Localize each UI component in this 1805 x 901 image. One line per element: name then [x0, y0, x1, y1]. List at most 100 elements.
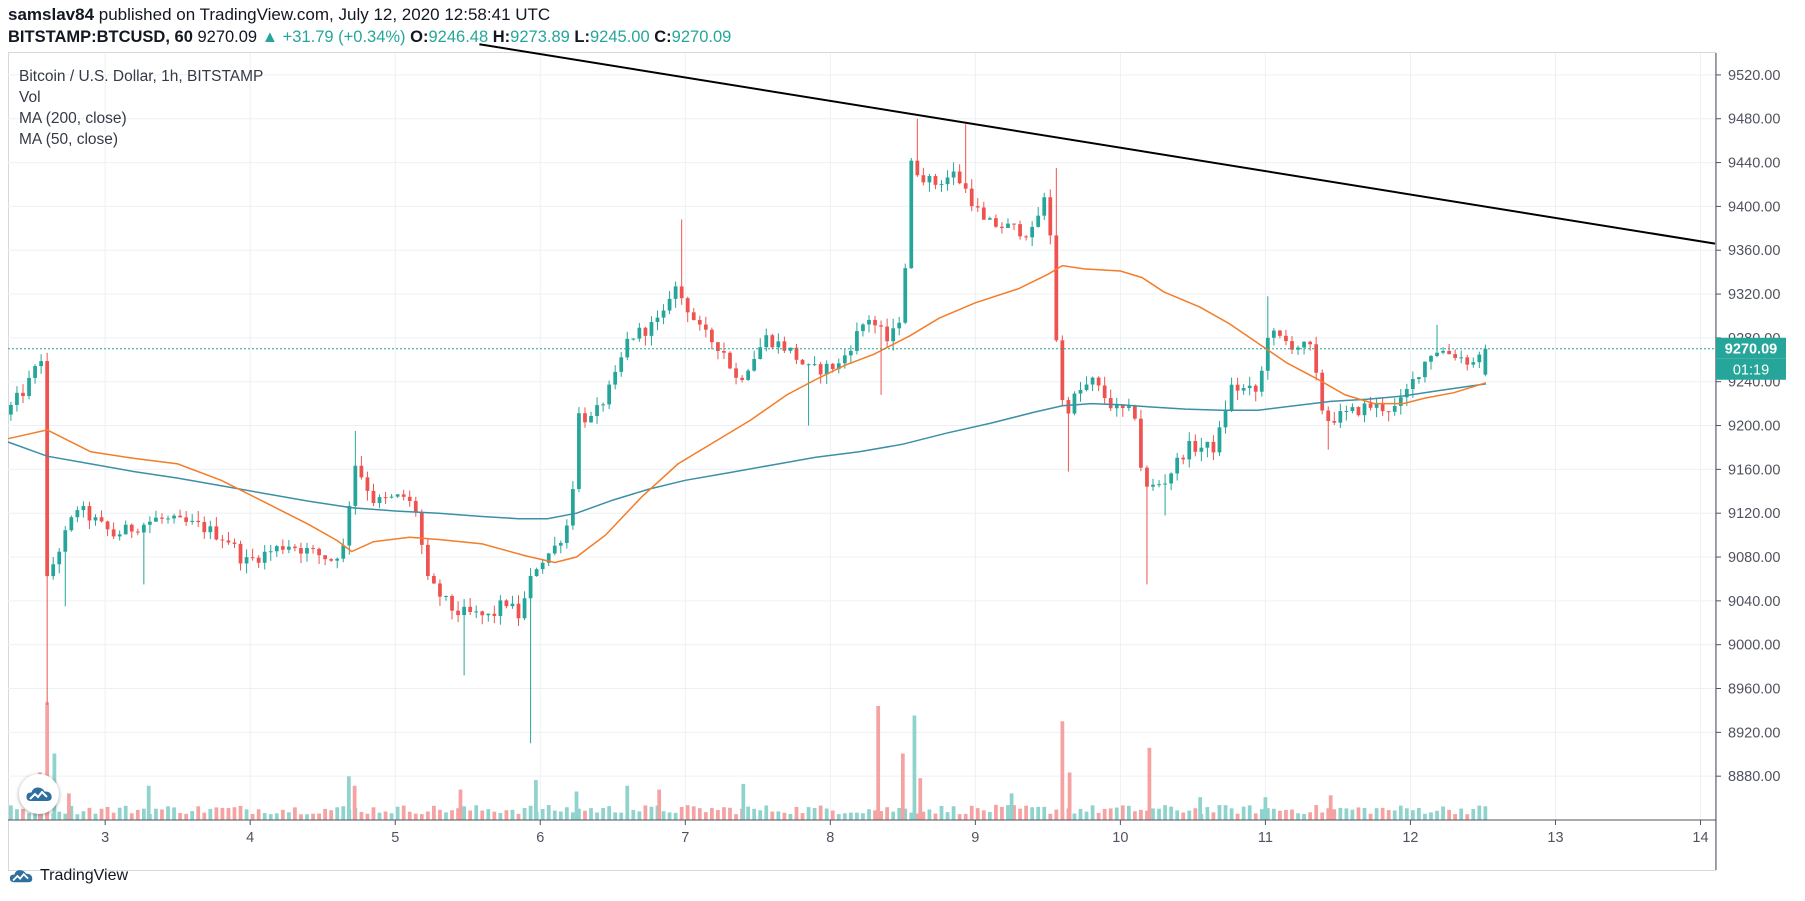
candle-body: [1018, 224, 1022, 237]
candle-body: [1102, 385, 1107, 399]
volume-bar: [516, 813, 521, 820]
volume-bar: [1386, 810, 1391, 820]
candle-body: [498, 600, 503, 616]
candle-body: [583, 413, 587, 423]
volume-bar: [450, 810, 454, 820]
volume-bar: [1374, 808, 1379, 820]
volume-bar: [27, 813, 31, 820]
close-label: C:: [654, 28, 672, 46]
candle-body: [353, 465, 358, 506]
volume-bar: [885, 807, 889, 820]
volume-bar: [458, 789, 463, 820]
candle-body: [752, 358, 757, 371]
volume-bar: [486, 809, 491, 820]
candle-body: [1453, 354, 1458, 358]
candle-body: [75, 510, 80, 518]
legend-ma50[interactable]: MA (50, close): [19, 131, 119, 148]
volume-bar: [764, 805, 769, 820]
candle-body: [1066, 400, 1071, 414]
candle-body: [1271, 330, 1276, 338]
volume-bar: [468, 810, 473, 820]
candle-body: [1000, 226, 1004, 228]
legend-title: Bitcoin / U.S. Dollar, 1h, BITSTAMP: [19, 68, 264, 85]
candle-body: [1030, 226, 1035, 238]
volume-bar: [15, 809, 19, 820]
candle-body: [287, 546, 291, 550]
candle-body: [522, 598, 527, 619]
candle-body: [33, 366, 37, 378]
volume-bar: [912, 715, 917, 820]
volume-bar: [154, 808, 158, 820]
volume-bar: [1410, 810, 1415, 820]
candle-body: [855, 331, 859, 351]
volume-bar: [474, 805, 479, 820]
legend-ma200[interactable]: MA (200, close): [19, 110, 127, 127]
volume-bar: [1126, 805, 1131, 820]
volume-bar: [280, 809, 285, 820]
volume-bar: [1350, 809, 1355, 820]
candle-body: [1078, 389, 1083, 394]
candle-body: [111, 529, 116, 537]
candle-body: [256, 557, 261, 563]
volume-bar: [921, 811, 926, 820]
candle-body: [160, 517, 164, 519]
volume-bar: [1247, 805, 1252, 820]
volume-bar: [317, 813, 321, 820]
candle-body: [1308, 341, 1312, 345]
volume-bar: [1067, 772, 1072, 820]
volume-bar: [352, 785, 357, 820]
volume-bar: [287, 812, 291, 820]
symbol-line: BITSTAMP:BTCUSD, 60 9270.09 ▲ +31.79 (+0…: [8, 28, 731, 47]
candle-body: [824, 363, 829, 375]
volume-bar: [1465, 814, 1470, 820]
candle-body: [1350, 407, 1355, 412]
volume-bar: [558, 811, 563, 820]
volume-bar: [141, 808, 146, 820]
candle-body: [794, 347, 799, 360]
volume-bar: [848, 812, 853, 820]
volume-bar: [564, 807, 569, 820]
volume-bar: [1332, 809, 1337, 820]
volume-bar: [1404, 808, 1409, 820]
volume-bar: [371, 807, 376, 820]
volume-bar: [299, 814, 303, 820]
volume-bar: [697, 808, 702, 820]
footer-brand[interactable]: TradingView: [40, 867, 129, 884]
volume-bar: [601, 807, 605, 820]
legend-vol[interactable]: Vol: [19, 89, 41, 106]
volume-bar: [135, 809, 140, 820]
tradingview-badge-icon[interactable]: [19, 774, 59, 814]
author-name[interactable]: samslav84: [8, 5, 95, 24]
grid: [8, 53, 1715, 820]
candle-body: [299, 548, 303, 554]
volume-bar: [776, 811, 781, 820]
open-value: 9246.48: [428, 28, 489, 46]
candle-body: [873, 319, 877, 326]
published-line: samslav84 published on TradingView.com, …: [8, 5, 550, 25]
volume-bar: [1072, 813, 1077, 820]
volume-bar: [21, 808, 25, 820]
candle-body: [419, 512, 424, 545]
volume-bar: [939, 805, 944, 820]
volume-bar: [577, 808, 581, 820]
candle-body: [776, 341, 781, 348]
candle-body: [697, 319, 702, 325]
volume-bar: [99, 808, 104, 820]
low-label: L:: [574, 28, 590, 46]
volume-bar: [1356, 807, 1361, 820]
volume-bar: [794, 806, 799, 820]
x-tick-label: 11: [1258, 830, 1273, 846]
candle-body: [1423, 361, 1427, 378]
candle-body: [383, 497, 388, 499]
volume-bar: [1296, 813, 1300, 820]
volume-bar: [1102, 808, 1107, 820]
candle-body: [135, 531, 140, 533]
volume-bar: [1477, 805, 1482, 820]
candle-body: [1404, 389, 1409, 398]
volume-bar: [752, 808, 757, 820]
volume-bar: [1417, 807, 1421, 820]
candle-body: [909, 160, 914, 269]
last-price-label-box: [1716, 337, 1786, 359]
volume-bar: [1229, 808, 1234, 820]
